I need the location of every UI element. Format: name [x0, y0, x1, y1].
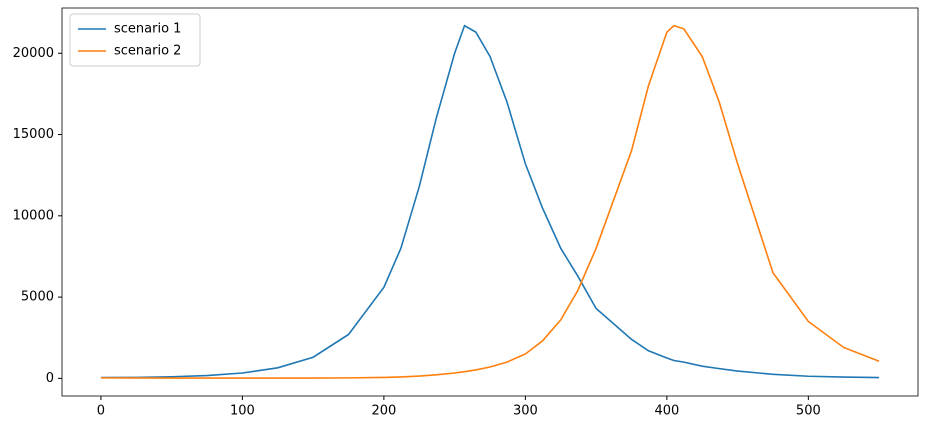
legend-box	[69, 13, 201, 67]
y-tick-label: 0	[46, 371, 54, 386]
x-tick-label: 0	[97, 404, 105, 419]
y-tick-label: 5000	[21, 290, 54, 305]
y-tick-label: 10000	[13, 208, 54, 223]
plot-frame	[61, 7, 919, 397]
legend-label: scenario 1	[114, 22, 181, 37]
legend-label: scenario 2	[114, 44, 181, 59]
x-tick-label: 400	[654, 404, 679, 419]
x-tick-label: 500	[796, 404, 821, 419]
x-tick-label: 200	[371, 404, 396, 419]
y-tick-label: 20000	[13, 46, 54, 61]
y-tick-label: 15000	[13, 127, 54, 142]
x-tick-label: 300	[513, 404, 538, 419]
series-line	[100, 24, 880, 379]
series-line	[100, 24, 880, 379]
legend: scenario 1 scenario 2	[69, 13, 201, 67]
x-tick-label: 100	[230, 404, 255, 419]
